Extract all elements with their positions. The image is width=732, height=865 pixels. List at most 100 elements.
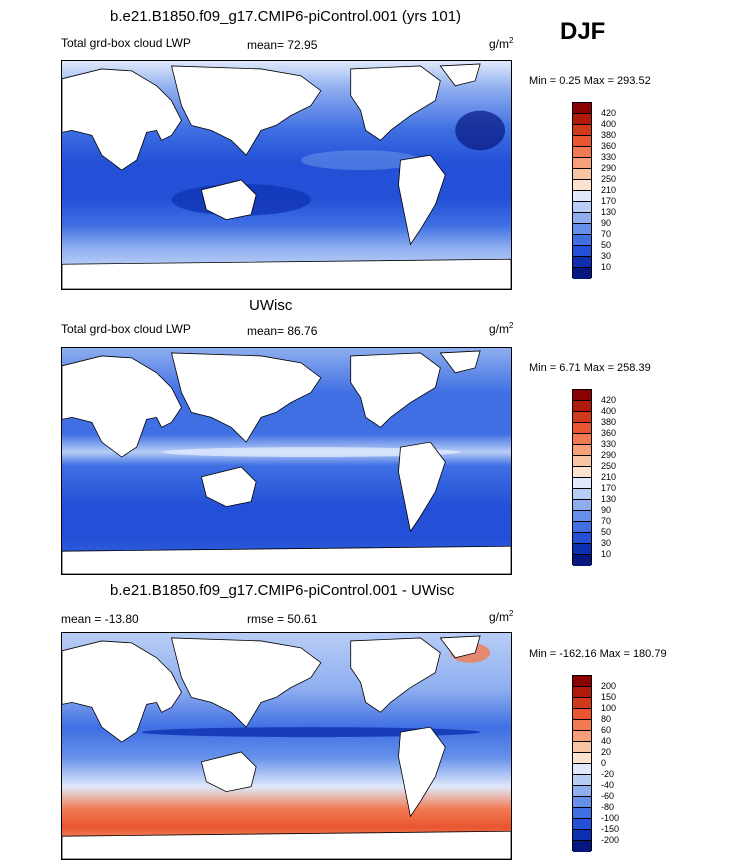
panel-3-map-field bbox=[62, 633, 511, 859]
panel-2-colorbar-swatch bbox=[573, 467, 591, 478]
panel-2-colorbar-swatch bbox=[573, 489, 591, 500]
panel-1-colorbar-tick: 170 bbox=[601, 196, 617, 206]
panel-2-colorbar-swatch bbox=[573, 401, 591, 412]
panel-2-map bbox=[61, 347, 512, 575]
panel-2-mean-label: mean= 86.76 bbox=[247, 324, 318, 338]
panel-3-colorbar-swatch bbox=[573, 775, 591, 786]
panel-1-colorbar-tick: 130 bbox=[601, 207, 617, 217]
panel-2-colorbar-swatch bbox=[573, 544, 591, 555]
panel-3-colorbar bbox=[572, 675, 592, 852]
panel-2-title: UWisc bbox=[249, 297, 293, 314]
panel-2-colorbar-tick: 30 bbox=[601, 538, 612, 548]
panel-3-colorbar-tick: -100 bbox=[601, 813, 620, 823]
panel-2-colorbar-swatch bbox=[573, 555, 591, 566]
panel-1-map bbox=[61, 60, 512, 290]
panel-1-colorbar-tick: 30 bbox=[601, 251, 612, 261]
panel-2-colorbar-tick: 50 bbox=[601, 527, 612, 537]
panel-3-colorbar-swatch bbox=[573, 808, 591, 819]
panel-3-colorbar-swatch bbox=[573, 742, 591, 753]
panel-1-colorbar-tick: 380 bbox=[601, 130, 617, 140]
panel-3-colorbar-tick: 20 bbox=[601, 747, 612, 757]
panel-2-colorbar-swatch bbox=[573, 478, 591, 489]
panel-3-colorbar-tick: -80 bbox=[601, 802, 615, 812]
panel-1-colorbar-swatch bbox=[573, 268, 591, 279]
panel-2-colorbar-swatch bbox=[573, 522, 591, 533]
panel-2-variable-label: Total grd-box cloud LWP bbox=[61, 322, 191, 336]
panel-2-colorbar-tick: 400 bbox=[601, 406, 617, 416]
panel-3-colorbar-swatch bbox=[573, 676, 591, 687]
panel-3-colorbar-swatch bbox=[573, 797, 591, 808]
panel-3-land-outlines bbox=[62, 635, 511, 859]
panel-3-colorbar-tick: -60 bbox=[601, 791, 615, 801]
panel-1-colorbar-swatch bbox=[573, 235, 591, 246]
panel-1-colorbar-tick: 400 bbox=[601, 119, 617, 129]
panel-1-map-field bbox=[62, 61, 511, 289]
panel-1-colorbar-swatch bbox=[573, 169, 591, 180]
panel-2-colorbar-tick: 360 bbox=[601, 428, 617, 438]
panel-2-colorbar-tick: 10 bbox=[601, 549, 612, 559]
panel-2-colorbar-tick: 70 bbox=[601, 516, 612, 526]
panel-1-colorbar-swatch bbox=[573, 246, 591, 257]
panel-3-colorbar-tick: 200 bbox=[601, 681, 617, 691]
panel-2-colorbar-tick: 290 bbox=[601, 450, 617, 460]
panel-1-colorbar-swatch bbox=[573, 202, 591, 213]
panel-1-colorbar-swatch bbox=[573, 125, 591, 136]
panel-2-colorbar-swatch bbox=[573, 511, 591, 522]
panel-1-colorbar-swatch bbox=[573, 224, 591, 235]
panel-3-colorbar-tick: 60 bbox=[601, 725, 612, 735]
panel-2-colorbar-swatch bbox=[573, 456, 591, 467]
panel-1-colorbar-tick: 330 bbox=[601, 152, 617, 162]
panel-2-colorbar-tick: 130 bbox=[601, 494, 617, 504]
panel-1-units: g/m2 bbox=[489, 36, 514, 51]
panel-3-colorbar-swatch bbox=[573, 709, 591, 720]
panel-3-colorbar-swatch bbox=[573, 841, 591, 852]
panel-1-colorbar-tick: 90 bbox=[601, 218, 612, 228]
panel-2-units: g/m2 bbox=[489, 321, 514, 336]
panel-1-colorbar-tick: 210 bbox=[601, 185, 617, 195]
panel-3-minmax: Min = -162.16 Max = 180.79 bbox=[529, 648, 667, 660]
panel-3-colorbar-tick: -40 bbox=[601, 780, 615, 790]
panel-1-colorbar-swatch bbox=[573, 158, 591, 169]
panel-2-minmax: Min = 6.71 Max = 258.39 bbox=[529, 362, 651, 374]
panel-3-colorbar-swatch bbox=[573, 687, 591, 698]
panel-3-colorbar-swatch bbox=[573, 753, 591, 764]
panel-2-colorbar-tick: 420 bbox=[601, 395, 617, 405]
panel-3-mean-label: mean = -13.80 bbox=[61, 612, 139, 626]
season-label: DJF bbox=[560, 18, 606, 45]
panel-3-colorbar-swatch bbox=[573, 830, 591, 841]
panel-3-colorbar-tick: 150 bbox=[601, 692, 617, 702]
panel-3-colorbar-tick: 40 bbox=[601, 736, 612, 746]
panel-2-colorbar-tick: 170 bbox=[601, 483, 617, 493]
panel-2-colorbar-swatch bbox=[573, 390, 591, 401]
panel-3-colorbar-swatch bbox=[573, 720, 591, 731]
panel-1-minmax: Min = 0.25 Max = 293.52 bbox=[529, 75, 651, 87]
panel-2-colorbar-swatch bbox=[573, 500, 591, 511]
panel-1-colorbar-tick: 50 bbox=[601, 240, 612, 250]
panel-3-colorbar-swatch bbox=[573, 819, 591, 830]
panel-1-colorbar-tick: 70 bbox=[601, 229, 612, 239]
panel-1-colorbar-tick: 250 bbox=[601, 174, 617, 184]
panel-3-colorbar-tick: -150 bbox=[601, 824, 620, 834]
panel-3-colorbar-swatch bbox=[573, 698, 591, 709]
panel-2-colorbar-tick: 90 bbox=[601, 505, 612, 515]
panel-1-land-outlines bbox=[62, 63, 511, 289]
panel-3-title: b.e21.B1850.f09_g17.CMIP6-piControl.001 … bbox=[110, 582, 455, 599]
panel-2-map-field bbox=[62, 348, 511, 574]
panel-2-colorbar-tick: 250 bbox=[601, 461, 617, 471]
panel-3-colorbar-swatch bbox=[573, 786, 591, 797]
panel-1-colorbar-swatch bbox=[573, 147, 591, 158]
panel-3-colorbar-tick: 80 bbox=[601, 714, 612, 724]
panel-1-colorbar-swatch bbox=[573, 257, 591, 268]
panel-1-colorbar-swatch bbox=[573, 213, 591, 224]
panel-3-colorbar-tick: 0 bbox=[601, 758, 607, 768]
panel-2-colorbar-swatch bbox=[573, 434, 591, 445]
panel-1-colorbar-tick: 290 bbox=[601, 163, 617, 173]
panel-1-colorbar-swatch bbox=[573, 180, 591, 191]
panel-2-colorbar-swatch bbox=[573, 445, 591, 456]
panel-1-colorbar-swatch bbox=[573, 114, 591, 125]
panel-2-colorbar-swatch bbox=[573, 423, 591, 434]
panel-3-rmse-label: rmse = 50.61 bbox=[247, 612, 318, 626]
panel-2-colorbar-swatch bbox=[573, 533, 591, 544]
panel-3-colorbar-tick: -20 bbox=[601, 769, 615, 779]
panel-3-colorbar-swatch bbox=[573, 731, 591, 742]
